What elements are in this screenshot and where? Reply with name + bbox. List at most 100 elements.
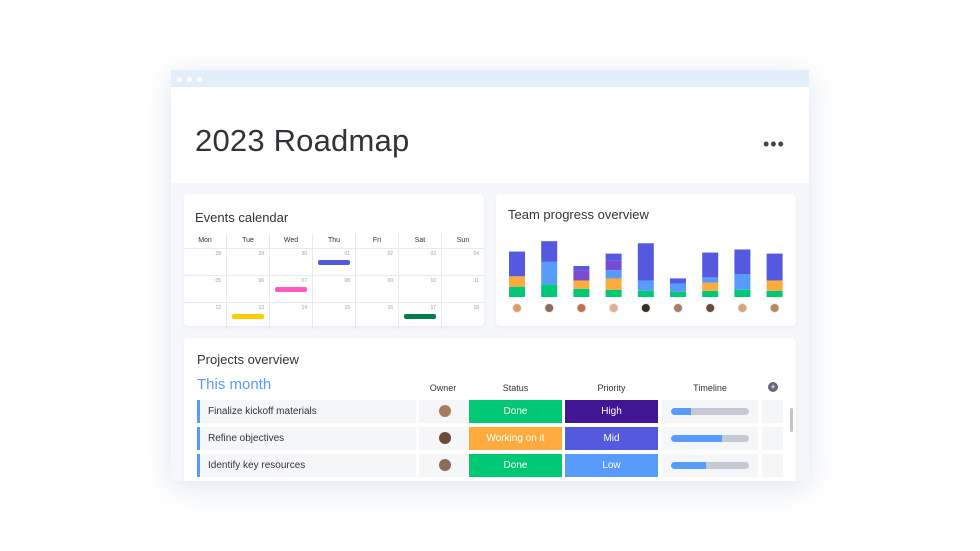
progress-bar-segment[interactable] (702, 290, 719, 297)
progress-bar-segment[interactable] (605, 253, 622, 261)
priority-label[interactable]: Mid (565, 427, 658, 450)
timeline-progress (671, 408, 691, 415)
progress-bar-segment[interactable] (509, 286, 525, 297)
calendar-day-cell[interactable]: 03 (398, 249, 441, 275)
calendar-day-cell[interactable]: 28 (184, 249, 226, 275)
progress-bar-segment[interactable] (766, 280, 783, 291)
progress-bar-segment[interactable] (637, 290, 654, 297)
team-member-avatar[interactable] (512, 303, 522, 313)
team-member-avatar[interactable] (544, 303, 555, 313)
progress-bar-segment[interactable] (734, 289, 751, 297)
calendar-day-cell[interactable]: 01 (312, 249, 355, 275)
team-member-avatar[interactable] (737, 303, 748, 313)
task-name[interactable]: Refine objectives (197, 427, 416, 450)
owner-avatar (439, 405, 451, 417)
team-progress-chart (509, 241, 783, 313)
progress-bar-segment[interactable] (605, 289, 622, 297)
calendar-day-label: Fri (355, 234, 398, 248)
calendar-day-cell[interactable]: 04 (441, 249, 484, 275)
progress-bar-segment[interactable] (766, 290, 783, 297)
calendar-day-cell[interactable]: 09 (355, 276, 398, 302)
progress-bar-segment[interactable] (573, 266, 590, 271)
progress-bar-segment[interactable] (541, 284, 558, 297)
status-label[interactable]: Done (469, 400, 562, 423)
calendar-day-cell[interactable]: 16 (355, 303, 398, 329)
calendar-day-cell[interactable]: 17 (398, 303, 441, 329)
vertical-scrollbar[interactable] (790, 408, 793, 432)
task-name[interactable]: Finalize kickoff materials (197, 400, 416, 423)
progress-bar-segment[interactable] (670, 291, 686, 297)
team-member-avatar[interactable] (640, 303, 651, 313)
owner-column-header[interactable]: Owner (429, 383, 457, 393)
timeline-column-header[interactable]: Timeline (693, 383, 727, 393)
calendar-week-row: 28 29 30 01 02 03 04 (184, 248, 484, 275)
calendar-date-number: 15 (344, 305, 350, 311)
calendar-day-cell[interactable]: 18 (441, 303, 484, 329)
calendar-date-number: 13 (258, 305, 264, 311)
calendar-day-cell[interactable]: 29 (226, 249, 269, 275)
team-member-avatar[interactable] (608, 303, 619, 313)
calendar-day-cell[interactable]: 15 (312, 303, 355, 329)
timeline-cell[interactable] (662, 427, 758, 450)
team-member-avatar[interactable] (769, 303, 780, 313)
owner-cell[interactable] (419, 454, 469, 477)
progress-bar-segment[interactable] (734, 249, 751, 275)
calendar-day-cell[interactable]: 13 (226, 303, 269, 329)
progress-bar-segment[interactable] (670, 283, 686, 292)
progress-bar-segment[interactable] (670, 278, 686, 284)
task-name[interactable]: Identify key resources (197, 454, 416, 477)
calendar-day-cell[interactable]: 10 (398, 276, 441, 302)
table-row[interactable]: Identify key resources Done Low (197, 454, 783, 477)
group-title[interactable]: This month (197, 376, 272, 393)
more-options-icon[interactable]: ••• (763, 134, 785, 154)
progress-bar-segment[interactable] (637, 280, 654, 291)
progress-bar-segment[interactable] (766, 253, 783, 281)
calendar-day-cell[interactable]: 05 (184, 276, 226, 302)
calendar-day-cell[interactable]: 12 (184, 303, 226, 329)
progress-bar-segment[interactable] (573, 288, 590, 297)
progress-bar-segment[interactable] (509, 251, 525, 277)
team-member-avatar[interactable] (576, 303, 587, 313)
progress-bar-segment[interactable] (702, 252, 719, 278)
progress-bar-segment[interactable] (541, 241, 558, 262)
status-label[interactable]: Done (469, 454, 562, 477)
table-row[interactable]: Refine objectives Working on it Mid (197, 427, 783, 450)
calendar-day-cell[interactable]: 30 (269, 249, 312, 275)
add-column-icon[interactable]: + (768, 382, 778, 392)
team-member-avatar[interactable] (673, 303, 683, 313)
calendar-date-number: 09 (387, 278, 393, 284)
calendar-day-cell[interactable]: 08 (312, 276, 355, 302)
owner-cell[interactable] (419, 427, 469, 450)
calendar-event[interactable] (232, 314, 264, 319)
progress-bar-segment[interactable] (509, 276, 525, 287)
timeline-cell[interactable] (662, 400, 758, 423)
priority-label[interactable]: High (565, 400, 658, 423)
calendar-day-cell[interactable]: 06 (226, 276, 269, 302)
calendar-event[interactable] (404, 314, 436, 319)
calendar-day-cell[interactable]: 02 (355, 249, 398, 275)
priority-label[interactable]: Low (565, 454, 658, 477)
status-label[interactable]: Working on it (469, 427, 562, 450)
progress-bar-segment[interactable] (541, 261, 558, 285)
progress-bar-segment[interactable] (573, 280, 590, 289)
table-row[interactable]: Finalize kickoff materials Done High (197, 400, 783, 423)
calendar-day-cell[interactable]: 07 (269, 276, 312, 302)
calendar-day-cell[interactable]: 11 (441, 276, 484, 302)
progress-bar-segment[interactable] (573, 270, 590, 281)
calendar-day-cell[interactable]: 14 (269, 303, 312, 329)
timeline-cell[interactable] (662, 454, 758, 477)
progress-bar-segment[interactable] (637, 243, 654, 281)
calendar-date-number: 03 (430, 251, 436, 257)
progress-bar-segment[interactable] (734, 274, 751, 290)
progress-bar-segment[interactable] (605, 278, 622, 290)
team-member-avatar[interactable] (705, 303, 716, 313)
progress-bar-segment[interactable] (605, 270, 622, 279)
progress-bar-segment[interactable] (702, 277, 719, 283)
calendar-event[interactable] (318, 260, 350, 265)
calendar-event[interactable] (275, 287, 307, 292)
progress-bar-segment[interactable] (605, 260, 622, 271)
owner-cell[interactable] (419, 400, 469, 423)
progress-bar-segment[interactable] (702, 282, 719, 291)
priority-column-header[interactable]: Priority (597, 383, 626, 393)
status-column-header[interactable]: Status (502, 383, 529, 393)
